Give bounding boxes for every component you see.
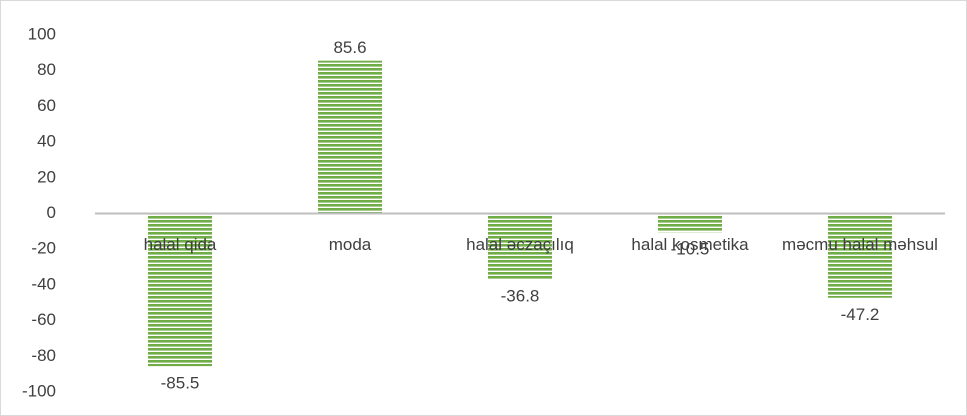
- y-tick-label: 40: [37, 132, 56, 151]
- x-tick-label: halal əczaçılıq: [466, 235, 574, 254]
- bar: [318, 60, 382, 214]
- x-tick-label: halal qida: [144, 235, 217, 254]
- x-tick-label: halal kosmetika: [631, 235, 749, 254]
- y-tick-label: 20: [37, 167, 56, 186]
- data-label: 85.6: [333, 38, 366, 57]
- y-tick-label: 0: [47, 203, 56, 222]
- y-tick-label: -100: [22, 381, 56, 400]
- data-label: -47.2: [841, 305, 880, 324]
- data-label: -10.5: [671, 240, 710, 259]
- bar: [488, 213, 552, 280]
- bar: [828, 213, 892, 298]
- y-tick-label: -20: [31, 239, 56, 258]
- y-tick-label: -40: [31, 274, 56, 293]
- y-tick-label: 100: [28, 24, 56, 43]
- y-tick-label: 60: [37, 96, 56, 115]
- y-tick-label: -60: [31, 310, 56, 329]
- y-tick-label: -80: [31, 346, 56, 365]
- data-label: -85.5: [161, 374, 200, 393]
- bar: [148, 213, 212, 367]
- x-tick-label: moda: [329, 235, 372, 254]
- y-tick-label: 80: [37, 60, 56, 79]
- data-label: -36.8: [501, 287, 540, 306]
- x-tick-label: məcmu halal məhsul: [782, 235, 938, 254]
- bar: [658, 213, 722, 233]
